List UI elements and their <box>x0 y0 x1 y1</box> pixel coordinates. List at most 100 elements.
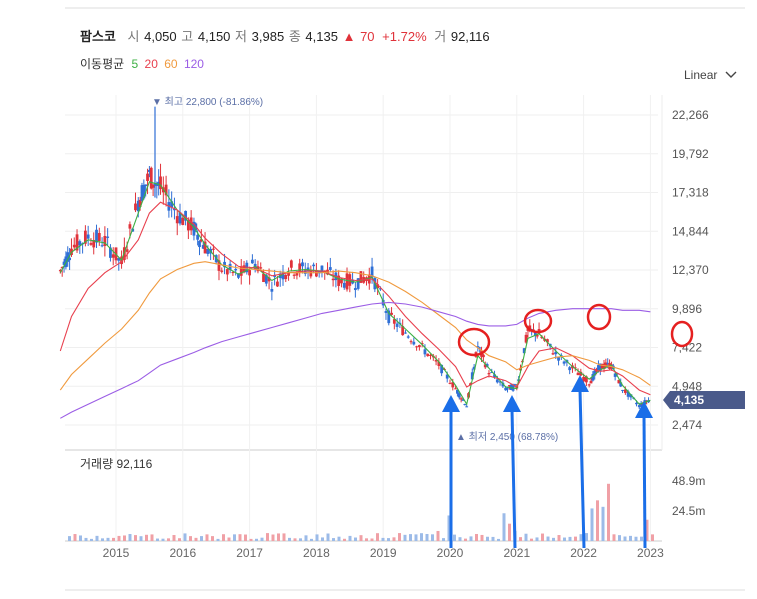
candle-36-4-body <box>606 362 610 364</box>
candle-15-3-body <box>295 271 299 276</box>
volume-bar <box>150 534 154 541</box>
x-tick-2022: 2022 <box>570 546 597 560</box>
ma-period-60[interactable]: 60 <box>164 57 178 71</box>
candle-20-5-body <box>384 311 388 313</box>
candle-8-1-body <box>178 212 182 224</box>
candle-20-0-body <box>370 266 374 278</box>
candle-7-2-body <box>164 184 168 196</box>
volume-bar <box>117 535 121 541</box>
candle-2-3-body <box>95 229 98 243</box>
ma-period-20[interactable]: 20 <box>144 57 158 71</box>
candle-8-0-body <box>175 216 179 224</box>
max-price-annotation: ▼ 최고 22,800 (-81.86%) <box>152 96 263 108</box>
volume-bar <box>315 534 319 541</box>
candle-10-3-body <box>212 248 215 250</box>
candle-21-2-body <box>392 319 396 324</box>
volume-bar <box>233 534 236 541</box>
volume-bar <box>310 538 313 541</box>
volume-bar <box>420 533 423 541</box>
candle-22-0-body <box>404 332 407 334</box>
candle-34-1-body <box>573 367 577 369</box>
candle-15-2-body <box>292 274 296 276</box>
y-tick-3: 14,844 <box>672 224 709 238</box>
candle-21-0-body <box>387 310 391 324</box>
ma-period-5[interactable]: 5 <box>131 57 139 71</box>
blue-arrow-2 <box>510 409 517 549</box>
candle-3-1-body <box>106 236 110 238</box>
red-circle-2021 <box>523 308 553 334</box>
ma-legend-label: 이동평균 <box>80 57 125 71</box>
volume-bar <box>442 538 445 541</box>
red-circle-2022 <box>586 303 612 331</box>
volume-bar <box>398 533 401 541</box>
candle-30-4-body <box>522 348 526 354</box>
volume-bar <box>90 538 93 541</box>
candle-11-4-body <box>231 272 235 274</box>
candle-20-2-body <box>376 284 380 289</box>
volume-bar <box>332 538 335 541</box>
candle-22-4-body <box>415 346 418 348</box>
volume-bar <box>79 535 82 541</box>
candle-35-2-body <box>591 374 595 381</box>
change-value: 70 <box>360 29 375 44</box>
candle-35-1-body <box>589 380 593 384</box>
volume-bar <box>552 537 555 541</box>
candle-34-2-body <box>576 372 580 376</box>
candle-32-5-body <box>551 353 555 355</box>
candle-33-0-body <box>554 351 558 355</box>
volume-bar <box>101 538 104 541</box>
candle-25-3-body <box>459 398 463 400</box>
volume-bar <box>524 533 528 541</box>
candle-14-0-body <box>270 289 274 292</box>
y-tick-2: 17,318 <box>672 186 709 200</box>
volume-bar <box>414 534 418 541</box>
ma-period-120[interactable]: 120 <box>183 57 204 71</box>
candle-29-2-body <box>507 385 511 387</box>
volume-bar <box>200 536 203 541</box>
x-tick-2021: 2021 <box>503 546 530 560</box>
candle-38-3-body <box>629 394 633 398</box>
volume-bar <box>321 537 324 541</box>
candle-28-2-body <box>493 374 496 378</box>
candle-14-2-body <box>276 281 279 287</box>
y-tick-5: 9,896 <box>672 302 702 316</box>
volume-bar <box>293 538 297 541</box>
volume-bar <box>68 536 71 541</box>
candle-35-3-body <box>593 370 597 376</box>
candle-17-1-body <box>323 270 327 273</box>
candle-20-3-body <box>379 288 382 290</box>
candle-11-2-body <box>225 269 229 275</box>
candle-23-3-body <box>429 354 432 356</box>
close-label: 종 <box>288 29 301 44</box>
candle-22-1-body <box>406 336 410 338</box>
candle-12-0-body <box>237 273 240 278</box>
candle-2-1-body <box>89 243 93 245</box>
volume-bar <box>618 535 621 541</box>
volume-bar <box>194 537 198 541</box>
candle-36-3-body <box>604 362 608 368</box>
x-tick-2015: 2015 <box>103 546 130 560</box>
candle-0-5-body <box>68 257 72 261</box>
candle-13-3-body <box>262 273 265 283</box>
candle-0-4-body <box>66 252 70 262</box>
candle-7-4-body <box>170 201 174 208</box>
open-value: 4,050 <box>144 29 177 44</box>
volume-bar <box>392 537 396 541</box>
volume-bar <box>645 519 649 541</box>
candle-28-0-body <box>487 373 491 375</box>
candle-19-0-body <box>353 288 357 291</box>
min-price-annotation: ▲ 최저 2,450 (68.78%) <box>456 431 558 443</box>
candle-15-4-body <box>298 263 302 273</box>
candle-2-4-body <box>97 232 101 242</box>
candle-7-5-body <box>173 208 176 211</box>
candle-24-3-body <box>445 374 449 379</box>
volume-bar <box>574 536 577 541</box>
candle-24-1-body <box>440 364 444 374</box>
volume-title: 거래량 92,116 <box>80 457 153 471</box>
candle-5-0-body <box>136 200 140 212</box>
scale-toggle[interactable]: Linear <box>684 68 737 82</box>
candle-9-4-body <box>199 239 203 242</box>
candle-6-1-body <box>149 167 153 189</box>
volume-bar <box>365 538 368 541</box>
